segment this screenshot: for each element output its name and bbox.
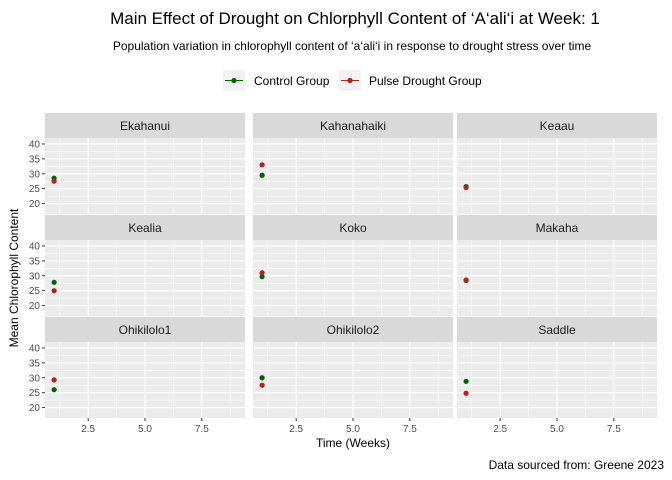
strip-ohikilolo2 [253, 317, 453, 342]
x-axis-label: Time (Weeks) [316, 436, 390, 450]
strip-kahanahaiki [253, 113, 453, 138]
facet-koko: Koko [253, 215, 453, 316]
point-kealia-pulse-drought-group [51, 288, 57, 294]
caption: Data sourced from: Greene 2023 [489, 458, 665, 472]
strip-label-saddle: Saddle [538, 323, 576, 337]
facet-panels: Ekahanui Kahanahaiki Keaau Kealia Koko Makaha… [45, 113, 657, 418]
legend-dot-control [231, 77, 237, 84]
point-kahanahaiki-control-group [259, 172, 265, 178]
y-tick-label: 40 [29, 343, 41, 354]
strip-label-ohikilolo1: Ohikilolo1 [119, 323, 172, 337]
facet-ekahanui: Ekahanui [45, 113, 245, 214]
facet-ohikilolo2: Ohikilolo2 [253, 317, 453, 418]
x-axis-col-2: 2.5 5.0 7.5 [289, 418, 417, 435]
strip-label-ohikilolo2: Ohikilolo2 [327, 323, 380, 337]
strip-makaha [457, 215, 657, 240]
y-tick-label: 40 [29, 139, 41, 150]
facet-makaha: Makaha [457, 215, 657, 316]
x-tick-label: 7.5 [607, 424, 621, 435]
facet-ohikilolo1: Ohikilolo1 [45, 317, 245, 418]
facet-saddle: Saddle [457, 317, 657, 418]
strip-label-kealia: Kealia [128, 221, 162, 235]
x-axis-col-3: 2.5 5.0 7.5 [493, 418, 621, 435]
x-axes: 2.5 5.0 7.5 2.5 5.0 7.5 2.5 5.0 7.5 [81, 418, 621, 435]
point-makaha-pulse-drought-group [463, 277, 469, 283]
chart-subtitle: Population variation in chlorophyll cont… [113, 39, 592, 53]
y-axes: 20 25 30 35 40 20 25 30 35 40 20 25 30 35 40 [29, 139, 45, 414]
y-tick-label: 30 [29, 373, 41, 384]
point-ohikilolo2-control-group [259, 375, 265, 381]
point-kealia-control-group [51, 279, 57, 285]
facet-kahanahaiki: Kahanahaiki [253, 113, 453, 214]
point-ohikilolo1-pulse-drought-group [51, 377, 57, 383]
y-axis-label: Mean Chlorophyll Content [7, 208, 21, 347]
strip-ekahanui [45, 113, 245, 138]
x-tick-label: 5.0 [346, 424, 360, 435]
facet-keaau: Keaau [457, 113, 657, 214]
x-tick-label: 2.5 [81, 424, 95, 435]
y-tick-label: 35 [29, 256, 41, 267]
point-kahanahaiki-pulse-drought-group [259, 162, 265, 168]
strip-ohikilolo1 [45, 317, 245, 342]
legend-label-pulse-drought: Pulse Drought Group [369, 74, 482, 88]
y-tick-label: 25 [29, 388, 41, 399]
legend: Control Group Pulse Drought Group [223, 70, 482, 91]
x-tick-label: 7.5 [195, 424, 209, 435]
y-tick-label: 20 [29, 301, 41, 312]
x-tick-label: 7.5 [403, 424, 417, 435]
chart-title: Main Effect of Drought on Chlorphyll Con… [110, 9, 600, 28]
strip-saddle [457, 317, 657, 342]
y-tick-label: 35 [29, 358, 41, 369]
x-tick-label: 5.0 [550, 424, 564, 435]
point-keaau-pulse-drought-group [463, 184, 469, 191]
y-tick-label: 30 [29, 271, 41, 282]
point-ekahanui-pulse-drought-group [51, 178, 57, 184]
point-ohikilolo2-pulse-drought-group [259, 382, 265, 388]
y-axis-row-1: 20 25 30 35 40 [29, 139, 45, 210]
point-koko-pulse-drought-group [259, 270, 265, 276]
y-axis-row-2: 20 25 30 35 40 [29, 241, 45, 312]
y-axis-row-3: 20 25 30 35 40 [29, 343, 45, 414]
strip-label-makaha: Makaha [536, 221, 579, 235]
y-tick-label: 20 [29, 199, 41, 210]
x-tick-label: 5.0 [138, 424, 152, 435]
strip-label-keaau: Keaau [540, 119, 575, 133]
facet-kealia: Kealia [45, 215, 245, 316]
strip-kealia [45, 215, 245, 240]
y-tick-label: 40 [29, 241, 41, 252]
strip-koko [253, 215, 453, 240]
y-tick-label: 25 [29, 286, 41, 297]
x-tick-label: 2.5 [289, 424, 303, 435]
y-tick-label: 35 [29, 154, 41, 165]
y-tick-label: 20 [29, 403, 41, 414]
strip-label-ekahanui: Ekahanui [120, 119, 170, 133]
x-tick-label: 2.5 [493, 424, 507, 435]
point-saddle-pulse-drought-group [463, 390, 469, 396]
point-ohikilolo1-control-group [51, 387, 57, 393]
legend-dot-pulse-drought [347, 77, 353, 84]
strip-label-kahanahaiki: Kahanahaiki [320, 119, 386, 133]
legend-label-control: Control Group [254, 74, 330, 88]
point-saddle-control-group [463, 378, 469, 384]
strip-keaau [457, 113, 657, 138]
strip-label-koko: Koko [339, 221, 367, 235]
point-koko-control-group [259, 274, 265, 280]
x-axis-col-1: 2.5 5.0 7.5 [81, 418, 209, 435]
y-tick-label: 30 [29, 169, 41, 180]
y-tick-label: 25 [29, 184, 41, 195]
